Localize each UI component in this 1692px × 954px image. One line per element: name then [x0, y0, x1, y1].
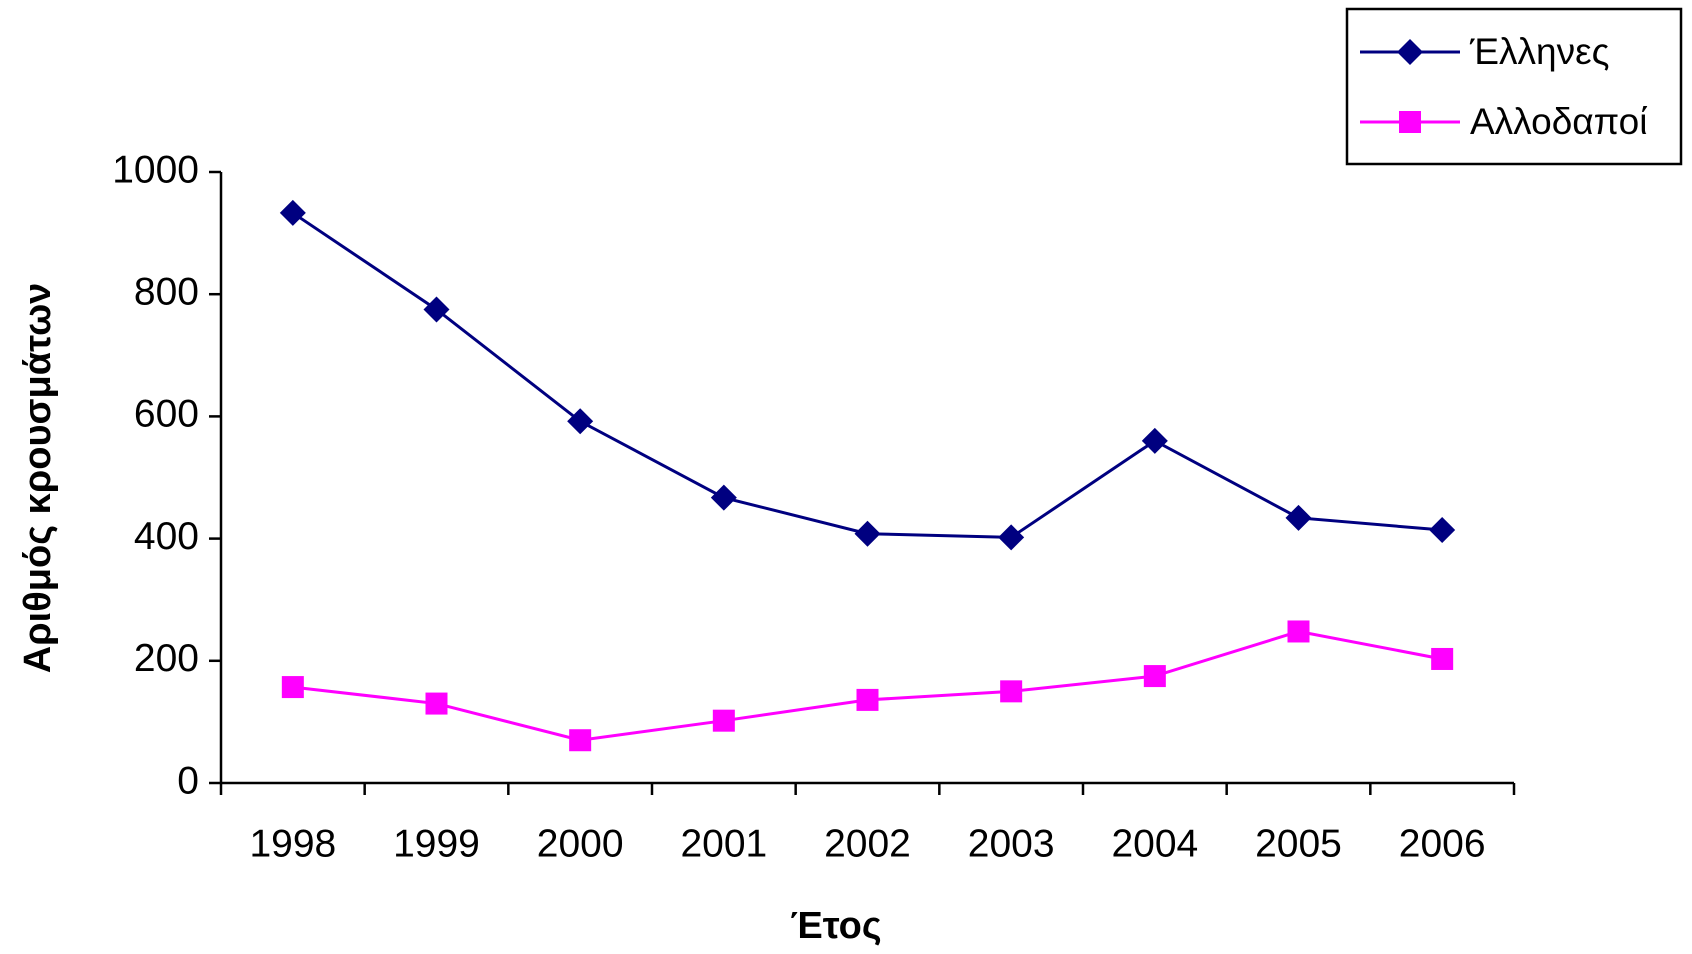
y-tick-label: 800 [134, 270, 199, 313]
x-tick-label: 2002 [824, 822, 911, 865]
data-point [279, 199, 306, 226]
data-point [1285, 504, 1312, 531]
y-tick-label: 600 [134, 393, 199, 436]
y-tick-label: 0 [177, 759, 199, 802]
data-point [1141, 427, 1168, 454]
legend-label: Αλλοδαποί [1470, 101, 1647, 142]
x-tick-label: 2005 [1255, 822, 1342, 865]
data-point [425, 692, 448, 715]
data-point [856, 688, 879, 711]
x-tick-label: 2001 [680, 822, 767, 865]
y-tick-label: 400 [134, 515, 199, 558]
data-point [423, 296, 450, 323]
data-point [854, 520, 881, 547]
data-point [710, 484, 737, 511]
y-tick-label: 200 [134, 637, 199, 680]
y-tick-label: 1000 [112, 148, 199, 191]
legend-box [1345, 7, 1683, 166]
data-point [567, 408, 594, 435]
legend-label: Έλληνες [1469, 31, 1609, 72]
data-point [1000, 680, 1023, 703]
data-point [569, 729, 592, 752]
x-tick-label: 2000 [537, 822, 624, 865]
data-point [998, 524, 1025, 551]
series-line [292, 629, 1443, 742]
data-point [1431, 647, 1454, 670]
series-line [291, 211, 1443, 539]
data-point [712, 709, 735, 732]
data-point [1429, 517, 1456, 544]
data-point [281, 676, 304, 699]
legend-marker [1399, 111, 1421, 133]
x-tick-label: 2004 [1111, 822, 1198, 865]
x-axis-title: Έτος [790, 905, 881, 947]
x-tick-label: 1998 [249, 822, 336, 865]
x-tick-label: 2006 [1399, 822, 1486, 865]
data-point [1143, 665, 1166, 688]
data-point [1287, 620, 1310, 643]
y-axis-title: Αριθμός κρουσμάτων [17, 283, 59, 674]
x-tick-label: 1999 [393, 822, 480, 865]
legend-marker [1397, 39, 1423, 65]
x-tick-label: 2003 [968, 822, 1055, 865]
